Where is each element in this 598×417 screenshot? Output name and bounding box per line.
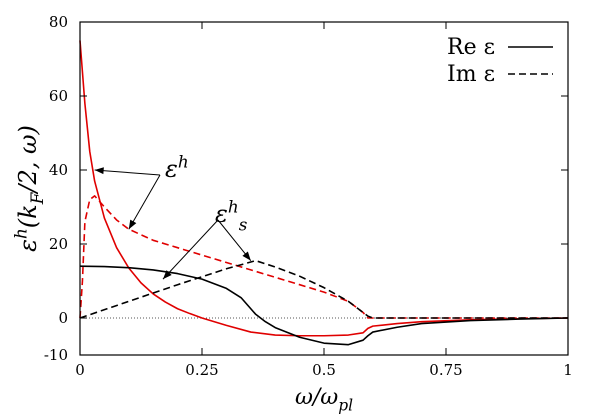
series-line-4 bbox=[79, 259, 568, 319]
series-line-2 bbox=[79, 195, 568, 319]
y-tick-label: 20 bbox=[49, 235, 68, 253]
y-tick-label: 0 bbox=[58, 309, 68, 327]
axes-layer: 0 0.25 0.5 0.75 1 -10 0 20 40 60 80 ω/ωpl εh(kF/2, ω… bbox=[10, 13, 572, 415]
y-tick-label: -10 bbox=[44, 346, 68, 364]
annotation-label: εhs bbox=[215, 196, 248, 234]
annotation-arrowhead bbox=[242, 251, 251, 261]
series-line-3 bbox=[79, 265, 569, 346]
annotation-arrowhead bbox=[94, 167, 104, 175]
legend-label: Re ε bbox=[447, 35, 495, 60]
y-axis-title: εh(kF/2, ω) bbox=[10, 125, 47, 252]
x-tick-label: 1 bbox=[563, 361, 573, 379]
series-line-1 bbox=[79, 40, 569, 337]
y-tick-label: 40 bbox=[49, 161, 68, 179]
x-tick-label: 0 bbox=[75, 361, 85, 379]
annotation-arrow bbox=[128, 174, 161, 230]
annotation-arrowhead bbox=[128, 219, 137, 230]
x-tick-label: 0.75 bbox=[429, 361, 462, 379]
annotation-label: εh bbox=[165, 151, 189, 183]
series-layer bbox=[79, 40, 569, 346]
legend: Re εIm ε bbox=[447, 35, 553, 87]
y-tick-label: 60 bbox=[49, 87, 68, 105]
x-axis-title: ω/ωpl bbox=[295, 385, 353, 415]
annotation-arrow bbox=[94, 169, 161, 176]
annotation-arrow bbox=[162, 219, 219, 280]
legend-label: Im ε bbox=[447, 62, 495, 87]
annotation-arrowhead bbox=[162, 270, 172, 280]
x-tick-label: 0.25 bbox=[185, 361, 218, 379]
x-tick-label: 0.5 bbox=[312, 361, 336, 379]
y-tick-label: 80 bbox=[49, 13, 68, 31]
